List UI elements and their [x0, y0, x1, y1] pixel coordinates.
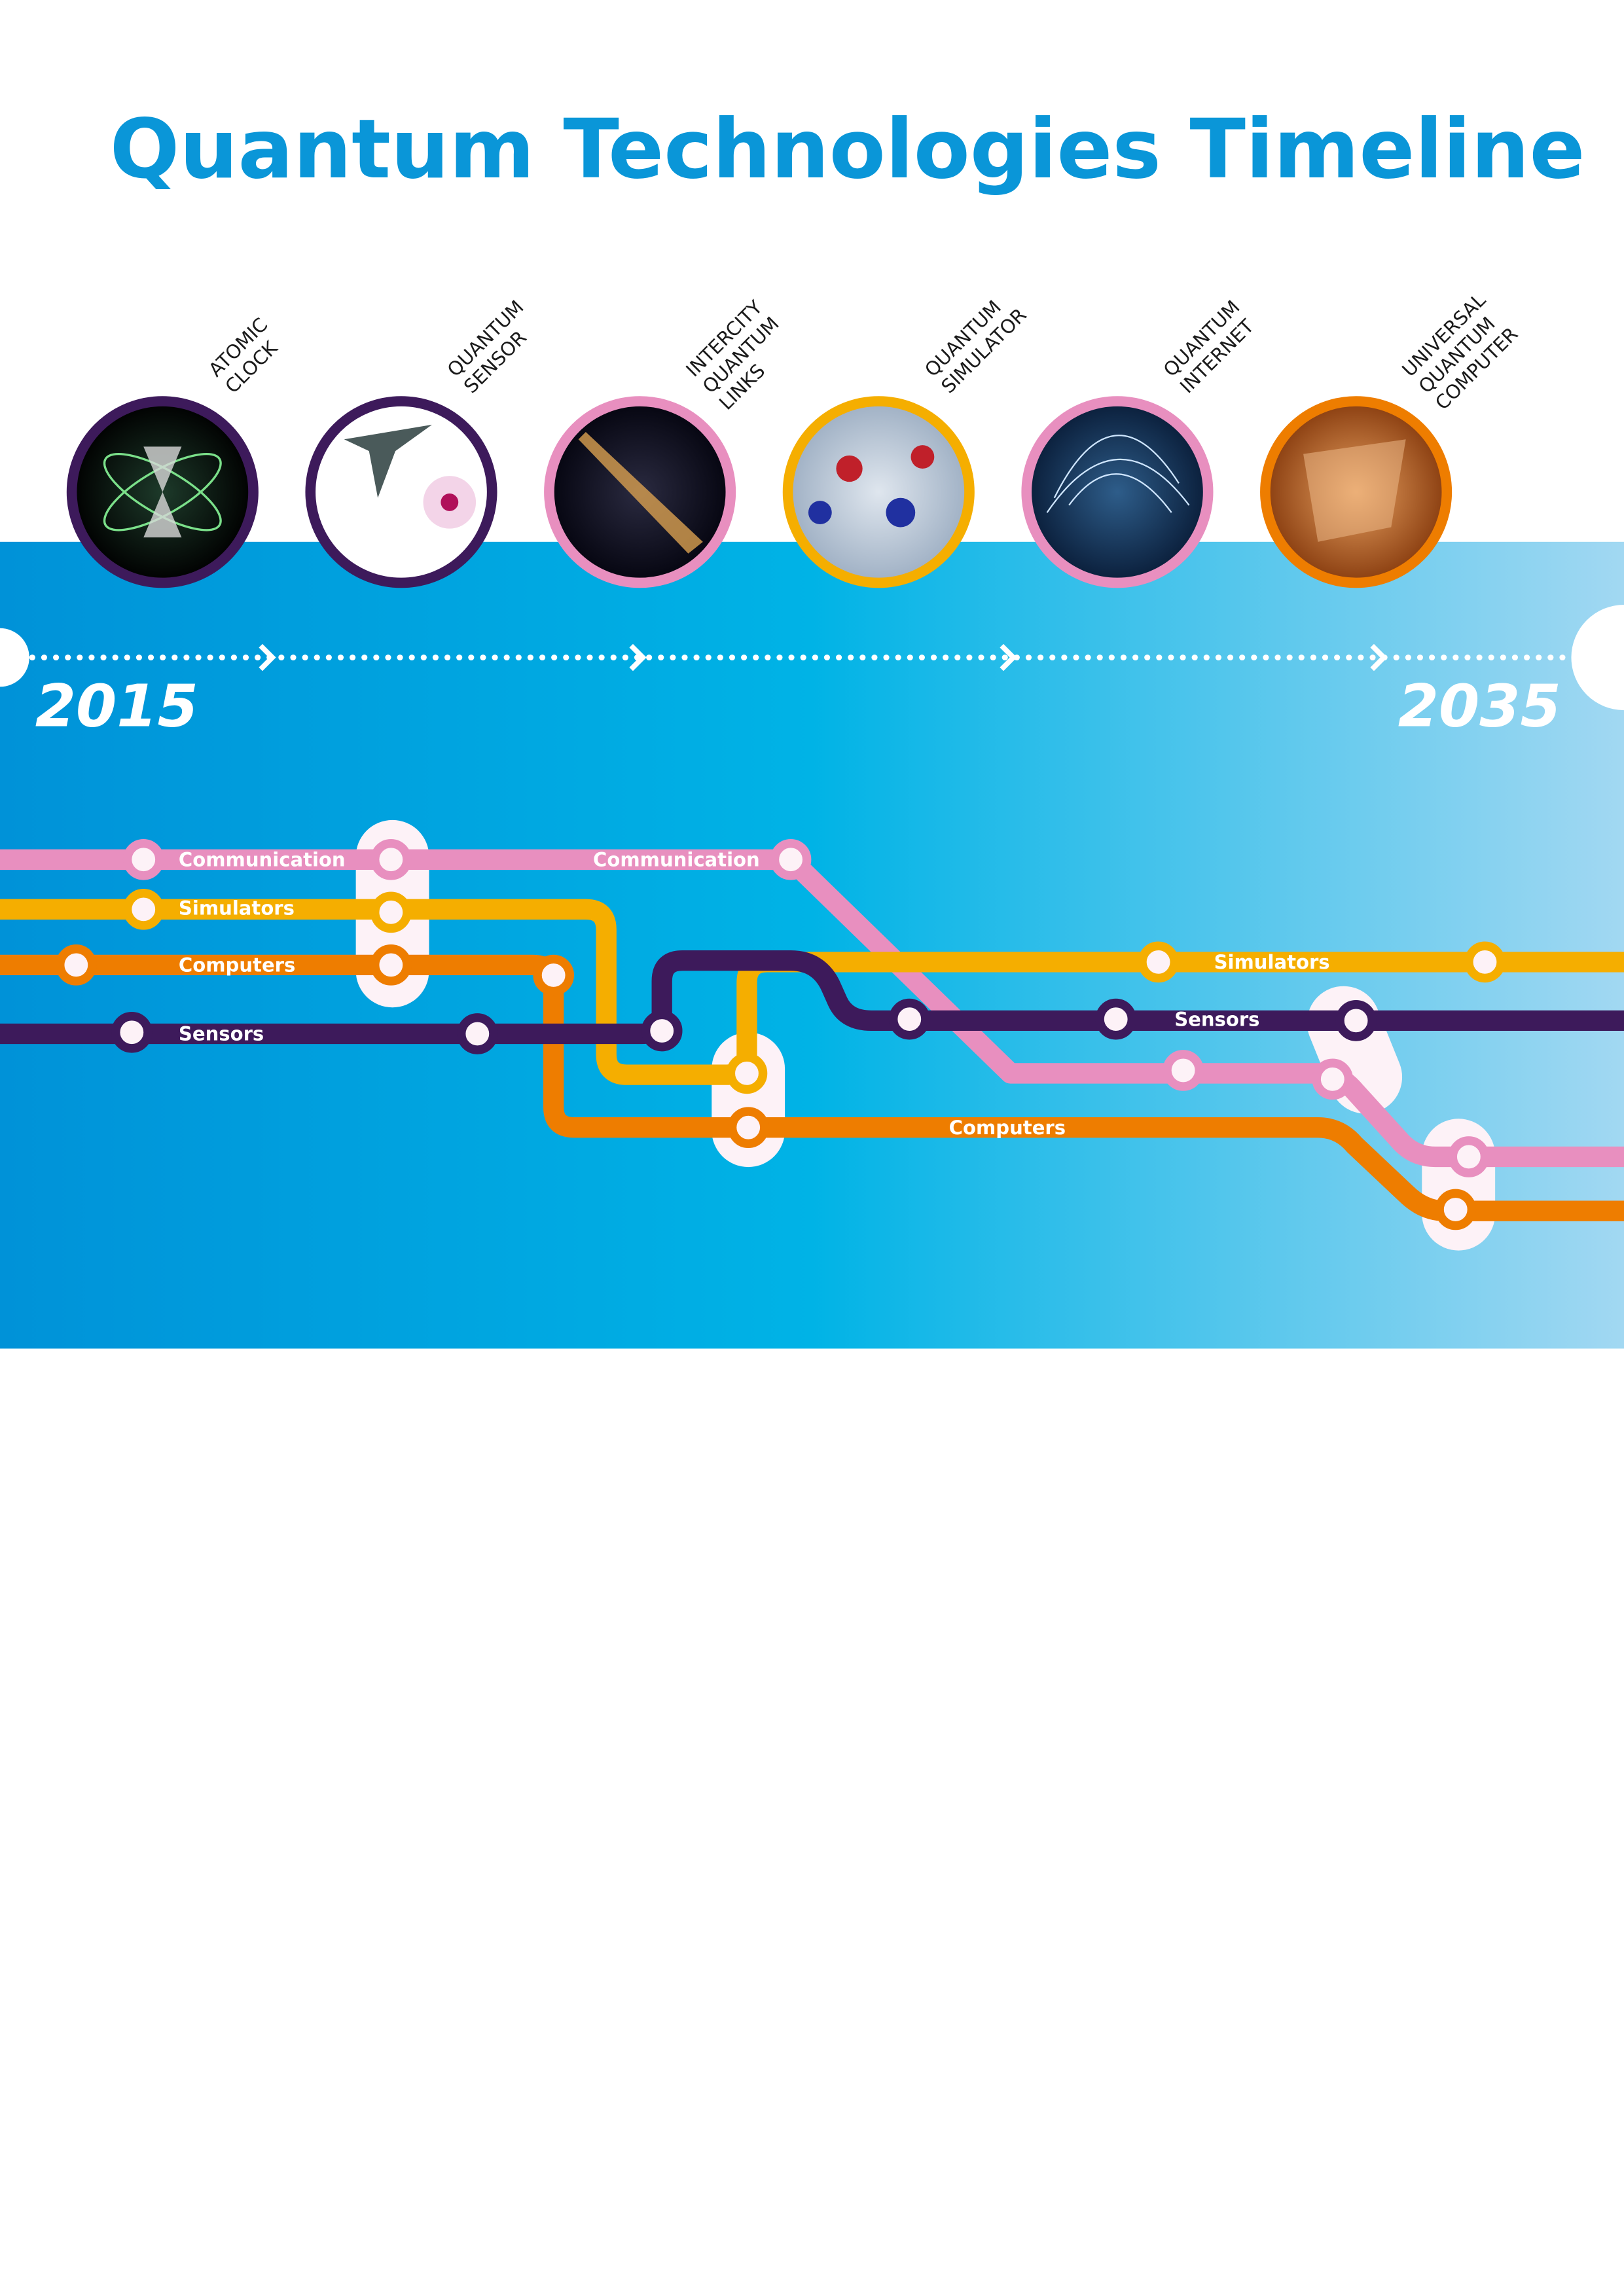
computer-detail [1303, 439, 1406, 542]
station [1448, 1136, 1490, 1177]
milestone-labels: ATOMICCLOCK QUANTUMSENSOR INTERCITYQUANTUM… [204, 287, 1523, 414]
timeline-band [0, 541, 1624, 1349]
icon-atomic-clock [66, 396, 259, 588]
line-label: Computers [179, 954, 295, 977]
station [888, 998, 930, 1040]
station [1312, 1058, 1354, 1100]
station [111, 1011, 153, 1053]
timeline-arrows [259, 643, 1388, 672]
stations [56, 838, 1506, 1230]
station [726, 1052, 768, 1094]
station [1095, 998, 1137, 1040]
line-label: Sensors [1174, 1008, 1259, 1030]
station [370, 944, 412, 986]
station [1163, 1050, 1204, 1091]
line-label: Computers [949, 1117, 1066, 1139]
title: Quantum Technologies Timeline [110, 101, 1585, 197]
line-label: Communication [179, 849, 346, 871]
milestone-label: INTERCITYQUANTUMLINKS [681, 296, 800, 414]
line-label: Sensors [179, 1023, 264, 1045]
milestone-label: QUANTUMSIMULATOR [920, 287, 1031, 398]
year-end: 2035 [1398, 673, 1561, 741]
timeline-start-cap [0, 628, 29, 687]
line-label: Communication [593, 849, 760, 871]
station [770, 838, 812, 880]
milestone-label: QUANTUMINTERNET [1159, 296, 1261, 397]
orbit [103, 452, 222, 531]
atom [886, 497, 916, 528]
station [727, 1107, 769, 1149]
icon-quantum-simulator [782, 396, 975, 588]
station [1335, 1000, 1377, 1041]
icon-quantum-sensor [305, 396, 497, 588]
line-label: Simulators [1214, 951, 1330, 973]
station [1464, 941, 1506, 983]
station [641, 1010, 683, 1052]
sensor-spin [441, 493, 459, 511]
year-start: 2015 [35, 673, 198, 741]
milestone-icons [66, 396, 1453, 588]
milestone-label: QUANTUMSENSOR [443, 296, 545, 397]
line-label: Simulators [179, 897, 295, 919]
link-beam [578, 432, 703, 554]
timeline-end-cap [1571, 605, 1624, 711]
station [122, 838, 164, 880]
atom [808, 501, 832, 524]
simulators-line [0, 899, 1624, 1085]
network-arcs [1046, 435, 1190, 513]
station [1435, 1189, 1477, 1230]
station [122, 889, 164, 930]
atom [836, 455, 863, 482]
interchange [1422, 1119, 1496, 1251]
station [1138, 941, 1179, 983]
sensor-tip [344, 424, 432, 498]
station [533, 954, 574, 996]
atom [911, 445, 935, 469]
station [456, 1013, 498, 1054]
icon-quantum-internet [1021, 396, 1214, 588]
milestone-label: ATOMICCLOCK [204, 314, 289, 398]
station [370, 838, 412, 880]
milestone-label: UNIVERSALQUANTUMCOMPUTER [1398, 289, 1523, 414]
station [370, 891, 412, 933]
orbit [103, 452, 222, 531]
station [56, 944, 97, 986]
